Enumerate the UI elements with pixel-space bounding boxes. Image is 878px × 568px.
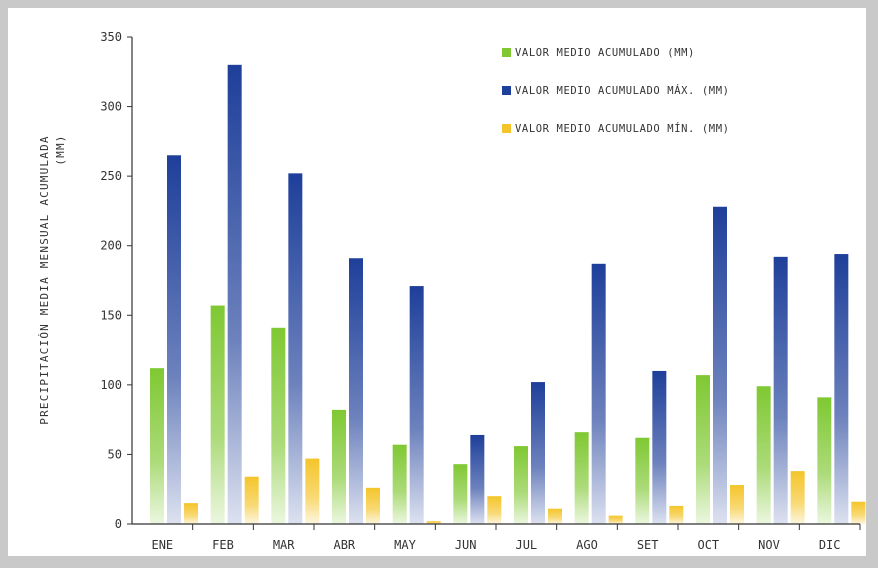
bar-set-series-1	[635, 437, 650, 524]
x-tick-label: JUL	[515, 538, 537, 552]
x-tick-label: ENE	[151, 538, 173, 552]
x-tick-label: NOV	[758, 538, 780, 552]
y-tick-label: 0	[115, 517, 122, 531]
legend-label-2: VALOR MEDIO ACUMULADO MÁX. (MM)	[515, 84, 730, 97]
bar-mar-series-3	[305, 458, 320, 524]
chart-frame: PRECIPITACIÓN MEDIA MENSUAL ACUMULADA (M…	[4, 4, 870, 560]
x-tick-label: DIC	[819, 538, 841, 552]
y-tick-label: 250	[100, 169, 122, 183]
bar-ago-series-2	[591, 263, 606, 524]
y-axis-title: PRECIPITACIÓN MEDIA MENSUAL ACUMULADA (M…	[38, 134, 67, 424]
bar-abr-series-2	[349, 258, 363, 524]
bar-ene-series-1	[150, 368, 164, 524]
x-ticks: ENE FEB MAR ABR MAY JUN JUL AGO SET OCT NOV DIC	[151, 524, 861, 552]
x-tick-label: OCT	[697, 538, 719, 552]
legend-swatch-1	[502, 48, 511, 57]
bars	[150, 64, 866, 525]
bar-ago-series-1	[574, 432, 589, 524]
bar-may-series-2	[409, 286, 424, 524]
bar-mar-series-1	[271, 327, 286, 524]
bar-set-series-3	[669, 505, 684, 524]
bar-may-series-1	[392, 444, 407, 524]
bar-ene-series-3	[184, 503, 198, 524]
x-tick-label: SET	[637, 538, 659, 552]
bar-may-series-3	[426, 521, 441, 524]
bar-jun-series-1	[453, 464, 468, 524]
y-axis-title-line-1: PRECIPITACIÓN MEDIA MENSUAL ACUMULADA	[38, 135, 51, 424]
bar-nov-series-3	[790, 471, 805, 524]
y-tick-label: 100	[100, 378, 122, 392]
legend-label-3: VALOR MEDIO ACUMULADO MÍN. (MM)	[515, 122, 730, 135]
x-tick-label: MAR	[273, 538, 295, 552]
bar-ago-series-3	[608, 515, 623, 524]
y-tick-label: 50	[108, 447, 122, 461]
bar-abr-series-1	[332, 409, 346, 524]
x-tick-label: AGO	[576, 538, 598, 552]
y-axis-title-line-2: (MM)	[54, 134, 67, 165]
bar-jun-series-3	[487, 496, 502, 524]
bar-feb-series-2	[227, 64, 242, 525]
x-tick-label: ABR	[333, 538, 355, 552]
x-tick-label: FEB	[212, 538, 234, 552]
x-tick-label: JUN	[455, 538, 477, 552]
legend-label-1: VALOR MEDIO ACUMULADO (MM)	[515, 47, 695, 59]
bar-jul-series-2	[531, 382, 545, 524]
bar-nov-series-2	[773, 256, 788, 524]
bar-dic-series-3	[851, 501, 866, 524]
bar-feb-series-1	[210, 305, 225, 524]
bar-dic-series-1	[817, 397, 832, 524]
y-ticks: 0 50 100 150 200 250 300 350	[100, 30, 132, 531]
bar-jul-series-3	[548, 508, 562, 524]
bar-oct-series-1	[696, 375, 710, 524]
bar-ene-series-2	[167, 155, 181, 524]
bar-oct-series-3	[730, 485, 744, 524]
bar-mar-series-2	[288, 173, 303, 525]
y-tick-label: 350	[100, 30, 122, 44]
legend-swatch-3	[502, 124, 511, 133]
bar-set-series-2	[652, 370, 667, 524]
legend: VALOR MEDIO ACUMULADO (MM) VALOR MEDIO AC…	[502, 47, 730, 135]
bar-feb-series-3	[244, 476, 259, 524]
bar-abr-series-3	[366, 487, 380, 524]
bar-chart: PRECIPITACIÓN MEDIA MENSUAL ACUMULADA (M…	[38, 30, 866, 552]
y-tick-label: 200	[100, 239, 122, 253]
bar-nov-series-1	[756, 386, 771, 524]
bar-dic-series-2	[834, 254, 849, 524]
legend-swatch-2	[502, 86, 511, 95]
bar-jun-series-2	[470, 434, 485, 524]
x-tick-label: MAY	[394, 538, 416, 552]
y-tick-label: 300	[100, 100, 122, 114]
bar-jul-series-1	[514, 446, 528, 524]
y-tick-label: 150	[100, 308, 122, 322]
bar-oct-series-2	[713, 206, 727, 525]
